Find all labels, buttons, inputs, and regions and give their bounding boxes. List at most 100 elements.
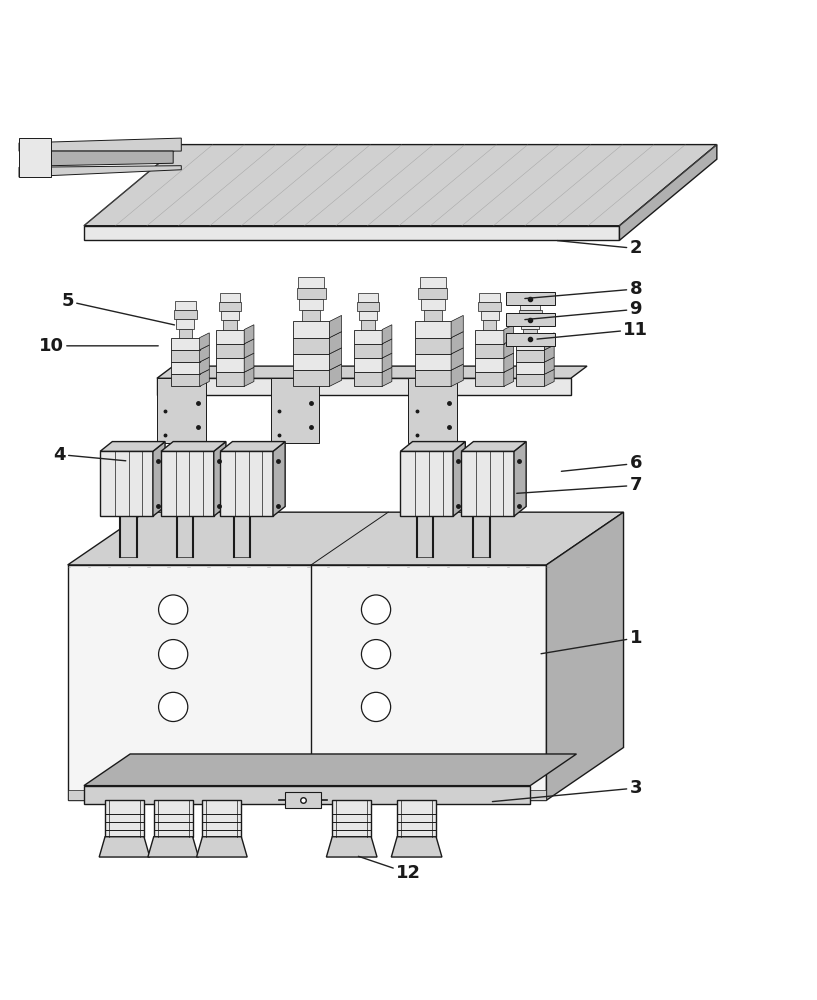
Polygon shape — [157, 378, 206, 443]
Polygon shape — [475, 372, 504, 386]
Polygon shape — [244, 339, 254, 358]
Polygon shape — [516, 362, 544, 374]
Polygon shape — [483, 320, 497, 330]
Circle shape — [158, 640, 188, 669]
Polygon shape — [99, 837, 150, 857]
Text: 7: 7 — [517, 476, 642, 494]
Polygon shape — [216, 344, 244, 358]
Polygon shape — [19, 166, 181, 177]
Polygon shape — [84, 226, 619, 240]
Polygon shape — [157, 378, 571, 395]
Polygon shape — [326, 837, 377, 857]
Polygon shape — [216, 330, 244, 344]
Polygon shape — [100, 451, 153, 516]
Polygon shape — [475, 330, 504, 344]
Polygon shape — [292, 338, 329, 354]
Text: 8: 8 — [525, 280, 642, 299]
Polygon shape — [358, 293, 378, 302]
Polygon shape — [221, 311, 239, 320]
Polygon shape — [519, 310, 542, 319]
Polygon shape — [414, 321, 451, 338]
Polygon shape — [19, 138, 51, 177]
Polygon shape — [382, 367, 392, 386]
Polygon shape — [300, 299, 323, 310]
Polygon shape — [292, 354, 329, 370]
Polygon shape — [521, 319, 539, 329]
Polygon shape — [418, 288, 448, 299]
Polygon shape — [516, 338, 544, 350]
Polygon shape — [462, 451, 514, 516]
Polygon shape — [292, 321, 329, 338]
Polygon shape — [175, 301, 195, 310]
Polygon shape — [397, 800, 436, 837]
Polygon shape — [297, 288, 326, 299]
Polygon shape — [329, 364, 342, 386]
Polygon shape — [451, 315, 463, 338]
Circle shape — [158, 692, 188, 722]
Polygon shape — [354, 344, 382, 358]
Text: 3: 3 — [493, 779, 642, 802]
Polygon shape — [292, 370, 329, 386]
Polygon shape — [475, 358, 504, 372]
Polygon shape — [244, 353, 254, 372]
Polygon shape — [462, 442, 526, 451]
Polygon shape — [504, 353, 514, 372]
Polygon shape — [421, 299, 444, 310]
Polygon shape — [203, 800, 241, 837]
Text: 6: 6 — [561, 454, 642, 472]
Polygon shape — [382, 339, 392, 358]
Polygon shape — [68, 790, 547, 800]
Polygon shape — [154, 800, 193, 837]
Polygon shape — [199, 333, 209, 350]
Polygon shape — [382, 353, 392, 372]
Polygon shape — [197, 837, 248, 857]
Polygon shape — [199, 357, 209, 374]
Polygon shape — [506, 292, 555, 305]
Polygon shape — [329, 332, 342, 354]
Polygon shape — [214, 442, 226, 516]
Polygon shape — [547, 512, 623, 800]
Circle shape — [361, 692, 391, 722]
Polygon shape — [216, 372, 244, 386]
Polygon shape — [285, 792, 321, 808]
Polygon shape — [544, 357, 554, 374]
Polygon shape — [153, 442, 165, 516]
Text: 9: 9 — [525, 300, 642, 320]
Polygon shape — [223, 320, 237, 330]
Polygon shape — [524, 329, 537, 338]
Polygon shape — [420, 277, 446, 288]
Polygon shape — [174, 310, 197, 319]
Polygon shape — [400, 442, 466, 451]
Text: 5: 5 — [61, 292, 175, 325]
Polygon shape — [417, 516, 433, 557]
Polygon shape — [382, 325, 392, 344]
Text: 12: 12 — [359, 856, 421, 882]
Polygon shape — [516, 374, 544, 386]
Polygon shape — [414, 370, 451, 386]
Text: 4: 4 — [53, 446, 126, 464]
Polygon shape — [414, 354, 451, 370]
Polygon shape — [391, 837, 442, 857]
Polygon shape — [424, 310, 442, 321]
Polygon shape — [234, 516, 250, 557]
Polygon shape — [171, 350, 199, 362]
Polygon shape — [84, 786, 530, 804]
Polygon shape — [19, 138, 181, 151]
Polygon shape — [221, 451, 273, 516]
Polygon shape — [451, 364, 463, 386]
Polygon shape — [520, 301, 540, 310]
Polygon shape — [161, 442, 226, 451]
Polygon shape — [504, 367, 514, 386]
Polygon shape — [473, 516, 489, 557]
Polygon shape — [361, 320, 375, 330]
Polygon shape — [100, 442, 165, 451]
Polygon shape — [544, 333, 554, 350]
Polygon shape — [244, 325, 254, 344]
Polygon shape — [157, 366, 587, 378]
Polygon shape — [480, 293, 500, 302]
Polygon shape — [199, 345, 209, 362]
Polygon shape — [480, 311, 498, 320]
Polygon shape — [199, 369, 209, 386]
Polygon shape — [302, 310, 320, 321]
Polygon shape — [161, 451, 214, 516]
